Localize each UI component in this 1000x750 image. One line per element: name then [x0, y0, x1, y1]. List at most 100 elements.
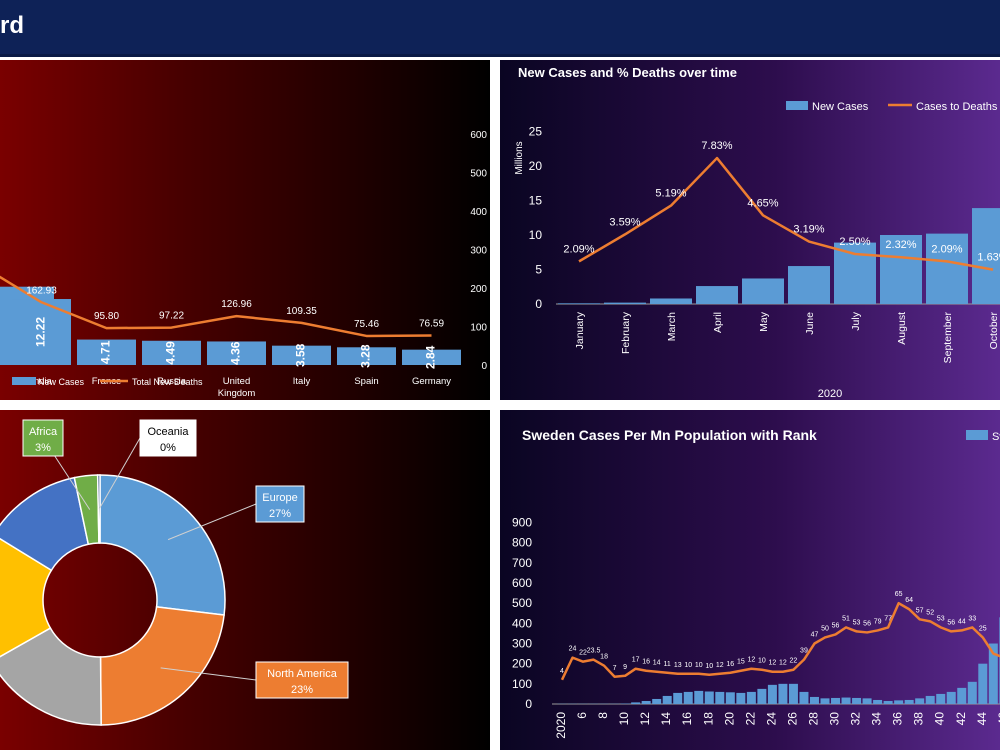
rank-label: 56 — [832, 622, 840, 629]
weekly-cases-bar — [788, 683, 798, 704]
new-cases-bar — [558, 303, 600, 304]
new-cases-bar — [788, 266, 830, 304]
rank-label: 9 — [623, 664, 627, 671]
case-bar-label: 4.71 — [99, 340, 113, 364]
callout-box — [22, 419, 64, 457]
y-tick-label: 15 — [529, 194, 543, 208]
week-tick-label: 20 — [722, 712, 736, 726]
weekly-cases-bar — [683, 691, 693, 704]
case-bar — [402, 349, 461, 365]
case-bar — [337, 347, 396, 365]
donut-slice — [0, 627, 102, 726]
legend-label-new-cases: New Cases — [38, 377, 85, 387]
cases-to-deaths-label: 3.59% — [609, 216, 640, 228]
y-tick-label: 900 — [512, 516, 532, 530]
legend-label: Sw — [992, 431, 1000, 443]
week-tick-label: 42 — [954, 712, 968, 726]
rank-label: 39 — [800, 648, 808, 655]
weekly-cases-bar — [988, 643, 998, 704]
y-tick-label: 100 — [512, 677, 532, 691]
case-bar — [272, 345, 331, 365]
cases-to-deaths-label: 2.50% — [839, 236, 870, 248]
week-tick-label: 18 — [701, 712, 715, 726]
y-tick-label: 600 — [512, 576, 532, 590]
new-cases-bar — [880, 235, 922, 304]
rank-label: 12 — [779, 660, 787, 667]
weekly-cases-bar — [915, 698, 925, 704]
donut-slice — [0, 537, 53, 658]
weekly-cases-bar — [946, 691, 956, 704]
weekly-cases-bar — [925, 695, 935, 704]
y-tick-label: 25 — [529, 125, 543, 139]
weekly-cases-bar — [631, 702, 641, 704]
y-tick-label: 500 — [512, 596, 532, 610]
week-tick-label: 26 — [785, 712, 799, 726]
rank-label: 50 — [821, 625, 829, 632]
sweden-cases-chart: Sweden Cases Per Mn Population with Rank… — [512, 427, 1000, 739]
weekly-cases-bar — [936, 693, 946, 704]
rank-label: 57 — [916, 607, 924, 614]
weekly-cases-bar — [662, 695, 672, 704]
y-tick-label: 400 — [512, 616, 532, 630]
rank-label: 10 — [684, 662, 692, 669]
legend-swatch-new-cases — [786, 101, 808, 110]
new-cases-bar — [926, 233, 968, 304]
rank-label: 53 — [937, 615, 945, 622]
case-bar — [77, 339, 136, 365]
weekly-cases-bar — [767, 684, 777, 704]
callout-label: North America — [267, 668, 338, 680]
week-tick-label: 16 — [680, 712, 694, 726]
rank-label: 11 — [664, 661, 671, 668]
chart-title: Sweden Cases Per Mn Population with Rank — [522, 427, 817, 443]
week-tick-label: 46 — [996, 712, 1000, 726]
new-cases-bar — [834, 242, 876, 304]
case-bar-label: 12.22 — [34, 317, 48, 347]
cases-deaths-over-time-chart: New Cases and % Deaths over time New Case… — [514, 65, 1000, 400]
callout-box — [139, 419, 197, 457]
weekly-cases-bar — [967, 681, 977, 704]
rank-label: 64 — [905, 597, 913, 604]
cases-to-deaths-label: 4.65% — [747, 197, 778, 209]
rank-label: 15 — [737, 659, 745, 666]
week-tick-label: 8 — [596, 712, 610, 719]
cases-deaths-over-time-panel: New Cases and % Deaths over time New Case… — [500, 60, 1000, 400]
rank-label: 51 — [842, 615, 850, 622]
rank-label: 13 — [674, 662, 682, 669]
week-tick-label: 36 — [891, 712, 905, 726]
rank-label: 24 — [569, 646, 577, 653]
deaths-label: 162.93 — [26, 285, 57, 296]
week-tick-label: 22 — [743, 712, 757, 726]
callout-leader — [98, 437, 141, 510]
category-label: Italy — [293, 376, 311, 387]
month-label: February — [620, 311, 632, 354]
category-label: India — [31, 376, 52, 387]
weekly-cases-bar — [883, 700, 893, 704]
rank-line — [560, 601, 1000, 681]
rank-label: 12 — [716, 662, 724, 669]
callout-pct: 23% — [291, 684, 313, 696]
case-bar-label: 4.36 — [229, 341, 243, 365]
legend-label-new-cases: New Cases — [812, 101, 869, 113]
new-cases-bar — [742, 278, 784, 304]
donut-slice — [99, 474, 226, 616]
month-label: June — [804, 312, 816, 335]
rank-label: 47 — [811, 632, 819, 639]
callout-box — [255, 661, 349, 699]
weekly-cases-bar — [736, 692, 746, 704]
rank-label: 12 — [769, 660, 777, 667]
rank-label: 79 — [874, 618, 882, 625]
weekly-cases-bar — [852, 697, 862, 704]
weekly-cases-bar — [841, 697, 851, 704]
weekly-cases-bar — [652, 698, 662, 704]
rank-label: 7 — [613, 665, 617, 672]
deaths-label: 126.96 — [221, 299, 252, 310]
week-tick-label: 12 — [638, 712, 652, 726]
y-tick-label: 20 — [529, 159, 543, 173]
case-bar-label: 4.49 — [164, 341, 178, 365]
weekly-cases-bar — [831, 697, 841, 704]
week-tick-label: 30 — [828, 712, 842, 726]
y-tick-label: 0 — [535, 297, 542, 311]
month-label: July — [850, 311, 862, 330]
cases-to-deaths-label: 2.09% — [931, 243, 962, 255]
rank-label: 23.5 — [587, 648, 601, 655]
